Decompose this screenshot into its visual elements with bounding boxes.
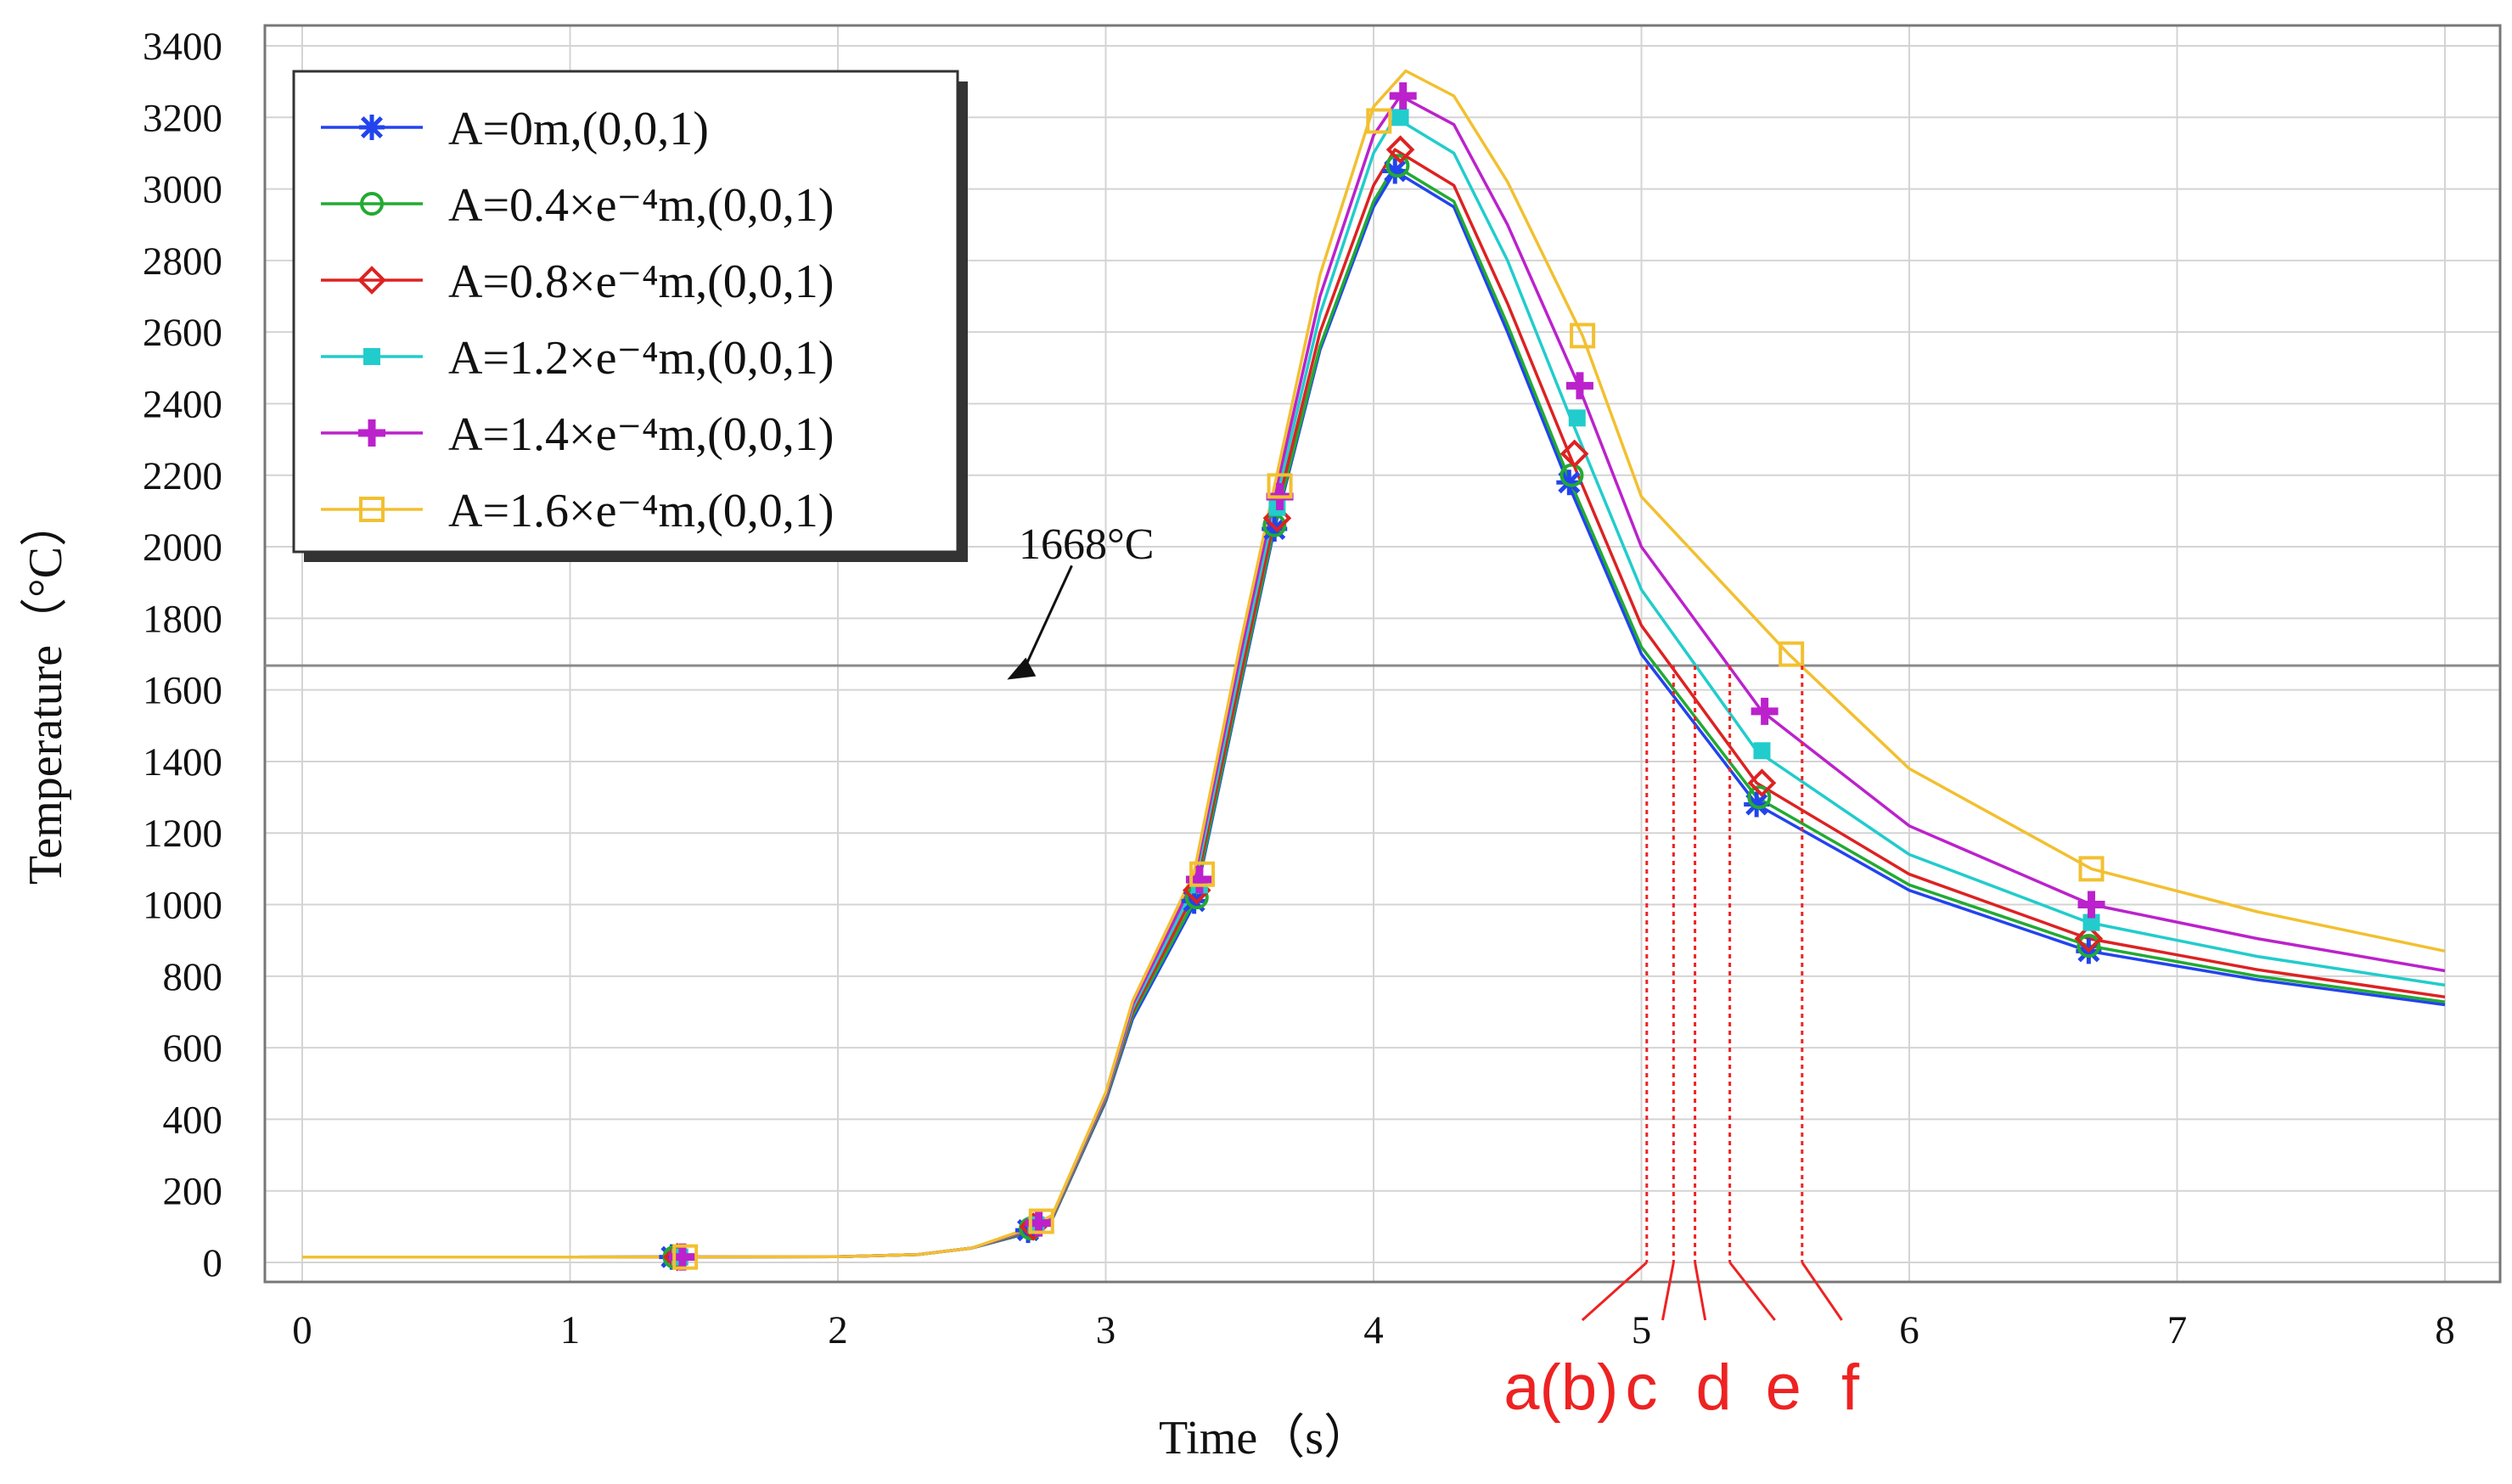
legend-label: A=0.8×e⁻⁴m,(0,0,1) [448, 256, 834, 308]
legend-box [292, 70, 959, 554]
red-pointer-line [1581, 1261, 1648, 1322]
marker-plus [358, 419, 385, 447]
marker-diamond [1385, 135, 1415, 165]
annotation-arrow-head [1007, 657, 1037, 680]
y-tick-label: 800 [163, 955, 223, 999]
x-tick-labels: 0 1 2 3 4 5 6 7 8 [292, 1308, 2455, 1352]
x-tick-label: 5 [1632, 1308, 1652, 1352]
x-tick-label: 2 [828, 1308, 848, 1352]
marker-star [1382, 158, 1408, 184]
legend-label: A=1.4×e⁻⁴m,(0,0,1) [448, 408, 834, 461]
y-tick-label: 600 [163, 1026, 223, 1071]
marker-square-open [1779, 641, 1805, 667]
marker-square-open [1570, 323, 1596, 349]
marker-square-open [1189, 861, 1216, 887]
annotation-label: 1668°C [1019, 520, 1154, 569]
x-tick-label: 6 [1899, 1308, 1919, 1352]
red-pointer-line [1661, 1262, 1675, 1321]
marker-square-open [2078, 856, 2105, 882]
y-tick-label: 2200 [143, 454, 222, 498]
y-tick-labels: 0 200 400 600 800 1000 1200 1400 1600 1800 2000 220… [143, 25, 222, 1285]
y-tick-label: 1000 [143, 884, 222, 928]
y-axis-title: Temperature（°C） [20, 499, 72, 885]
legend: A=0m,(0,0,1) A=0.4×e⁻⁴m,(0,0,1) A=0.8×e⁻⁴m… [292, 70, 968, 562]
marker-diamond [2074, 924, 2104, 953]
y-tick-label: 1400 [143, 740, 222, 784]
marker-diamond [1747, 768, 1777, 798]
marker-star [359, 115, 385, 140]
x-tick-label: 7 [2167, 1308, 2188, 1352]
legend-label: A=0m,(0,0,1) [448, 103, 709, 155]
legend-item: A=1.2×e⁻⁴m,(0,0,1) [321, 332, 834, 385]
y-tick-label: 3200 [143, 96, 222, 140]
series-markers [659, 82, 2105, 1272]
y-tick-label: 1600 [143, 669, 222, 713]
red-label-d: d [1696, 1352, 1732, 1424]
y-tick-label: 400 [163, 1098, 223, 1142]
red-pointer-line [1728, 1262, 1776, 1321]
red-label-ab: a(b) [1503, 1352, 1618, 1424]
marker-circle [1747, 785, 1772, 810]
marker-square-open [1267, 473, 1293, 499]
red-pointer-line [1801, 1262, 1843, 1321]
x-tick-label: 0 [292, 1308, 312, 1352]
annotation-arrow-shaft [1022, 565, 1073, 671]
marker-square-filled [1753, 742, 1771, 760]
legend-label: A=1.6×e⁻⁴m,(0,0,1) [448, 485, 834, 537]
plot-frame [263, 24, 2502, 1284]
red-label-c: c [1626, 1352, 1658, 1424]
marker-square-open [1028, 1208, 1054, 1234]
red-label-f: f [1841, 1352, 1860, 1424]
red-pointer-line [1694, 1262, 1707, 1321]
marker-square-open [359, 497, 385, 522]
y-tick-label: 2000 [143, 526, 222, 570]
y-tick-label: 200 [163, 1170, 223, 1214]
legend-item: A=1.4×e⁻⁴m,(0,0,1) [321, 408, 834, 461]
marker-square-open [672, 1244, 699, 1270]
series-lines [302, 69, 2446, 1259]
y-tick-label: 2400 [143, 382, 222, 426]
y-tick-label: 1200 [143, 812, 222, 856]
red-label-e: e [1766, 1352, 1801, 1424]
marker-circle [2076, 933, 2101, 958]
legend-label: A=1.2×e⁻⁴m,(0,0,1) [448, 332, 834, 385]
marker-diamond [1559, 439, 1589, 469]
marker-square-filled [2082, 913, 2100, 931]
annotation-1668: 1668°C [1007, 520, 1154, 680]
marker-circle [360, 192, 384, 216]
marker-square-open [1366, 108, 1392, 134]
marker-plus [2077, 891, 2105, 919]
marker-plus [1565, 372, 1593, 400]
marker-diamond [357, 266, 386, 295]
y-tick-label: 2600 [143, 311, 222, 355]
y-tick-label: 3400 [143, 25, 222, 69]
marker-star [1744, 791, 1770, 818]
x-tick-label: 1 [560, 1308, 581, 1352]
legend-item: A=0m,(0,0,1) [321, 103, 709, 155]
marker-plus [1389, 82, 1417, 110]
y-tick-label: 1800 [143, 597, 222, 641]
series-line [302, 69, 2446, 1259]
y-tick-label: 3000 [143, 168, 222, 212]
legend-item: A=1.6×e⁻⁴m,(0,0,1) [321, 485, 834, 537]
y-tick-label: 0 [203, 1241, 223, 1285]
marker-plus [1751, 697, 1779, 725]
y-tick-label: 2800 [143, 239, 222, 284]
grid-lines [265, 25, 2500, 1282]
marker-circle [1385, 154, 1410, 178]
x-tick-label: 8 [2435, 1308, 2455, 1352]
x-tick-label: 3 [1096, 1308, 1116, 1352]
marker-star [1556, 469, 1582, 496]
legend-label: A=0.4×e⁻⁴m,(0,0,1) [448, 179, 834, 232]
x-axis-title: Time（s） [1159, 1412, 1371, 1464]
legend-item: A=0.8×e⁻⁴m,(0,0,1) [321, 256, 834, 308]
marker-square-filled [1568, 409, 1586, 427]
legend-item: A=0.4×e⁻⁴m,(0,0,1) [321, 179, 834, 232]
marker-square-filled [1391, 109, 1409, 126]
x-tick-label: 4 [1363, 1308, 1384, 1352]
marker-square-filled [363, 348, 380, 365]
red-drop-lines: a(b) c d e f [1503, 665, 1860, 1424]
